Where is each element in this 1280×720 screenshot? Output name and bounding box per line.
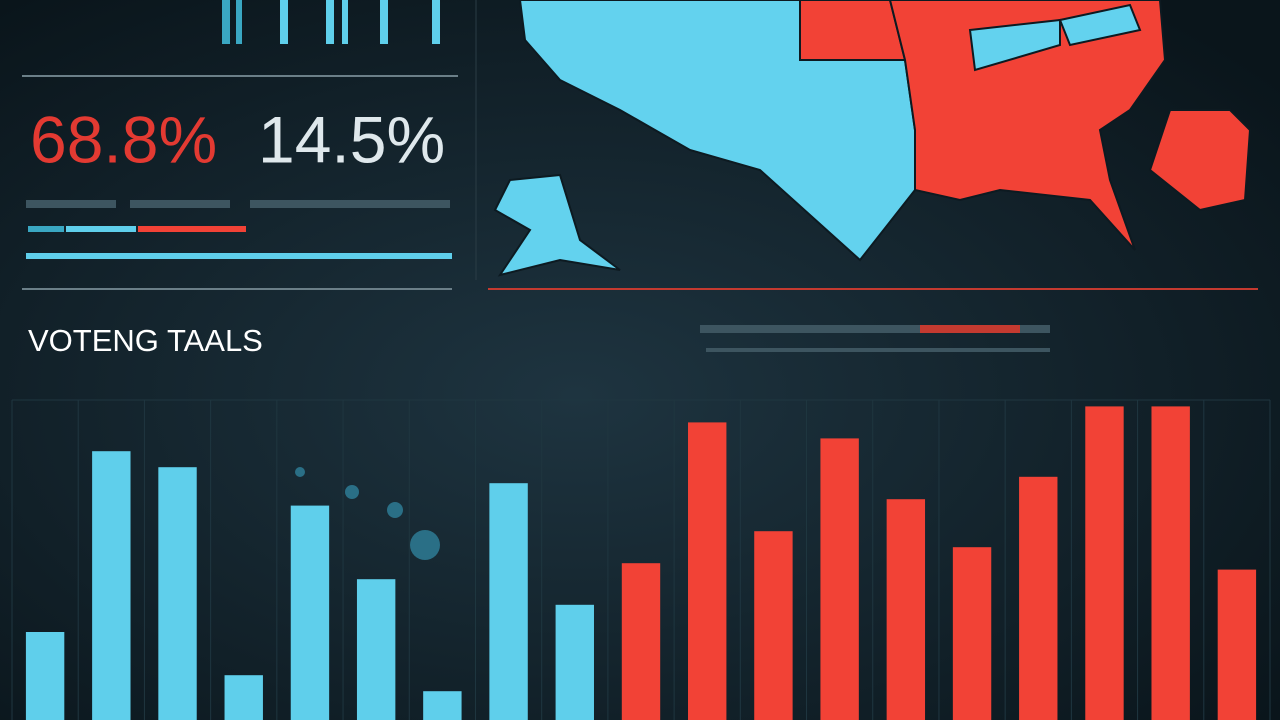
stat-right: 14.5% [258, 102, 445, 176]
chart-title: VOTENG TAALS [28, 323, 263, 358]
bar [92, 451, 131, 720]
bar [688, 422, 727, 720]
stat-left: 68.8% [30, 102, 217, 176]
bar [1085, 406, 1124, 720]
top-left-panel [22, 0, 1258, 352]
bar [952, 547, 992, 720]
bar [489, 483, 528, 720]
bar [621, 563, 661, 720]
bar [1019, 476, 1058, 720]
bar [1217, 569, 1257, 720]
map [493, 0, 1252, 277]
bar [820, 438, 859, 720]
hawaii [295, 467, 440, 560]
bar [423, 691, 462, 720]
bar [1151, 406, 1190, 720]
bar [356, 579, 396, 720]
bar [25, 632, 65, 720]
bar [158, 467, 197, 720]
bar [886, 499, 926, 720]
bar [290, 505, 330, 720]
bar [555, 604, 594, 720]
bar [224, 675, 263, 720]
bar [754, 531, 793, 720]
